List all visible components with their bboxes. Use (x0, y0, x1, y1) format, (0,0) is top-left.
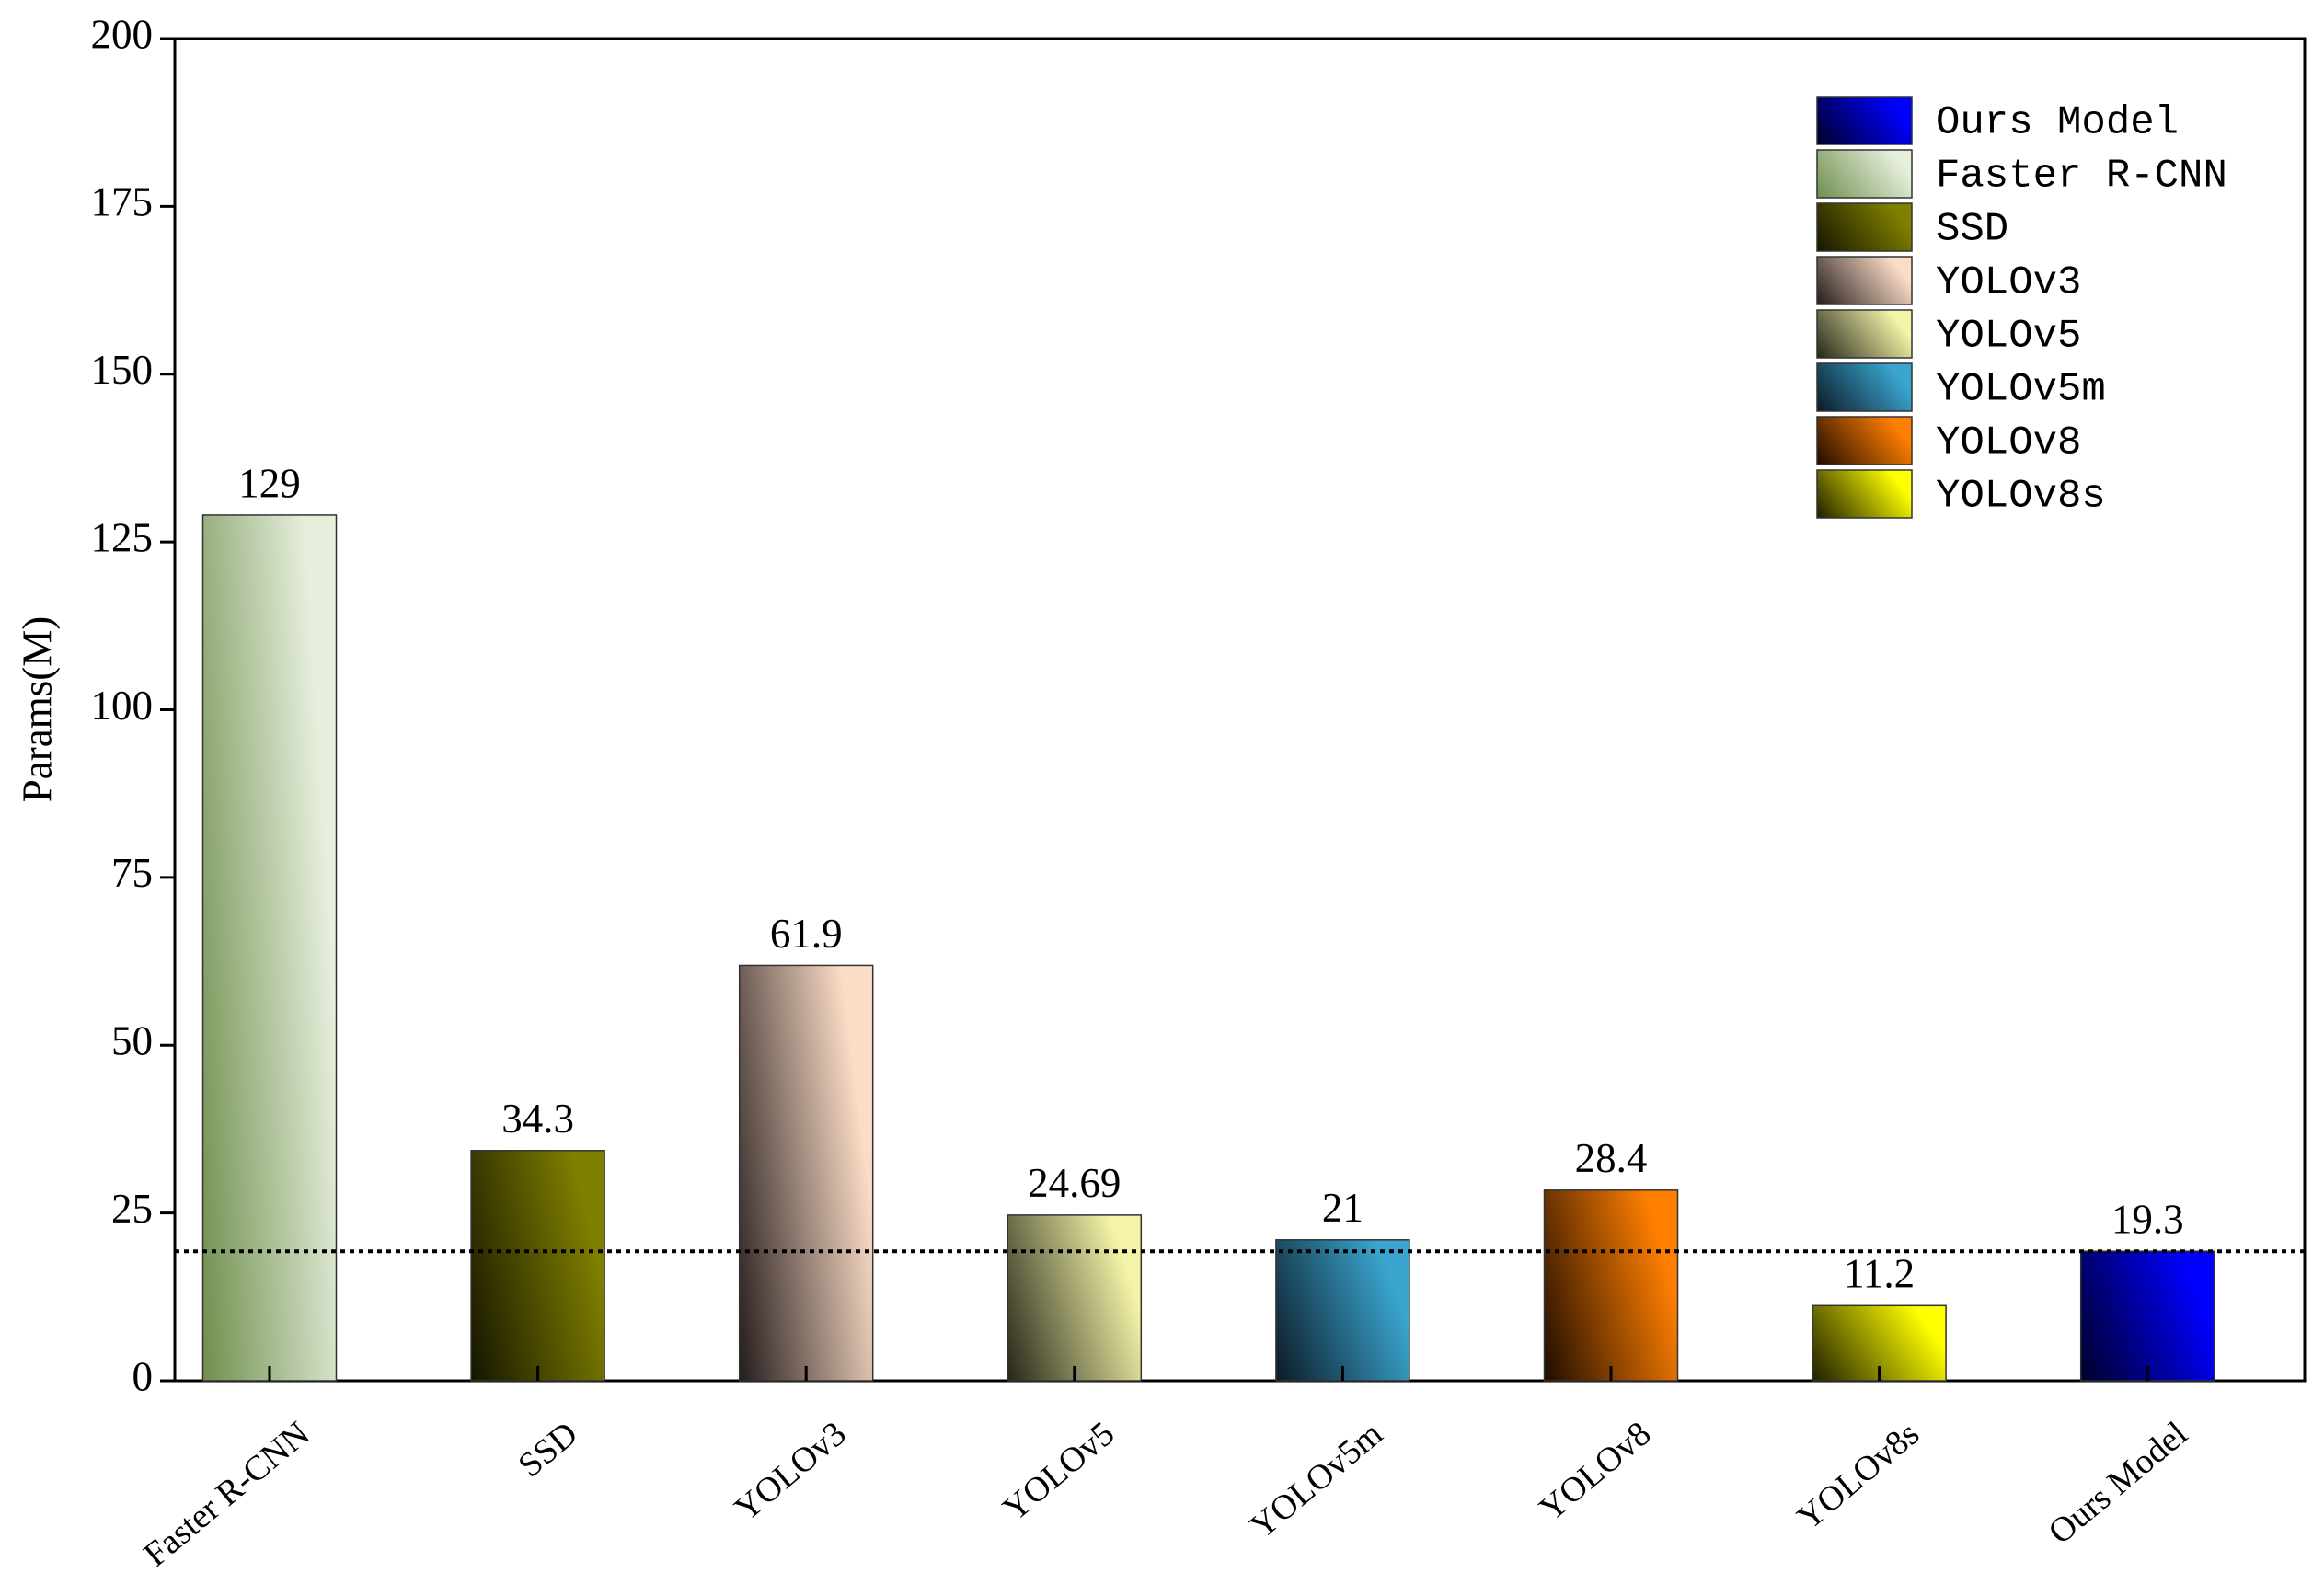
legend-label: SSD (1936, 207, 2008, 253)
legend-swatch (1816, 202, 1913, 252)
bar (201, 514, 338, 1382)
legend-label: YOLOv5m (1936, 367, 2106, 413)
x-tick-label: YOLOv8s (1790, 1414, 1927, 1537)
value-label: 34.3 (501, 1096, 574, 1142)
legend-swatch (1816, 256, 1913, 305)
y-tick-label: 175 (91, 179, 154, 225)
legend-label: YOLOv5 (1936, 314, 2081, 360)
legend-swatch (1816, 416, 1913, 465)
x-tick-label: SSD (512, 1414, 585, 1485)
x-tick-label: YOLOv3 (728, 1414, 854, 1528)
legend-swatch (1816, 149, 1913, 199)
bar (1275, 1239, 1410, 1382)
y-tick-label: 150 (91, 347, 154, 393)
value-label: 24.69 (1028, 1160, 1121, 1206)
x-tick-label: Faster R-CNN (136, 1414, 316, 1574)
y-tick-label: 125 (91, 514, 154, 560)
bar (1007, 1214, 1143, 1382)
legend-label: Ours Model (1936, 100, 2179, 146)
y-tick-label: 200 (91, 11, 154, 57)
legend-label: YOLOv8s (1936, 474, 2106, 520)
y-axis-label: Params(M) (14, 616, 60, 802)
legend-swatch (1816, 96, 1913, 145)
value-label: 129 (238, 460, 301, 506)
y-tick-label: 25 (111, 1186, 153, 1232)
legend-swatch (1816, 469, 1913, 519)
x-tick-label: YOLOv5 (995, 1414, 1122, 1528)
value-label: 21 (1322, 1185, 1363, 1231)
x-tick-label: Ours Model (2042, 1414, 2195, 1552)
value-label: 28.4 (1575, 1135, 1648, 1181)
bar (1543, 1189, 1679, 1382)
legend-label: YOLOv8 (1936, 420, 2081, 466)
x-tick-label: YOLOv8 (1532, 1414, 1658, 1528)
legend-label: Faster R-CNN (1936, 154, 2227, 200)
y-tick-label: 0 (132, 1353, 154, 1399)
y-tick-label: 100 (91, 683, 154, 729)
legend-label: YOLOv3 (1936, 260, 2081, 306)
y-tick-label: 50 (111, 1018, 153, 1064)
bar (738, 964, 874, 1382)
y-tick-label: 75 (111, 850, 153, 896)
value-label: 19.3 (2111, 1197, 2184, 1243)
x-tick-label: YOLOv5m (1243, 1414, 1390, 1545)
legend-swatch (1816, 309, 1913, 359)
legend-swatch (1816, 362, 1913, 412)
bar (470, 1150, 605, 1382)
value-label: 11.2 (1844, 1251, 1915, 1297)
value-label: 61.9 (770, 911, 843, 957)
bar (2079, 1250, 2215, 1382)
